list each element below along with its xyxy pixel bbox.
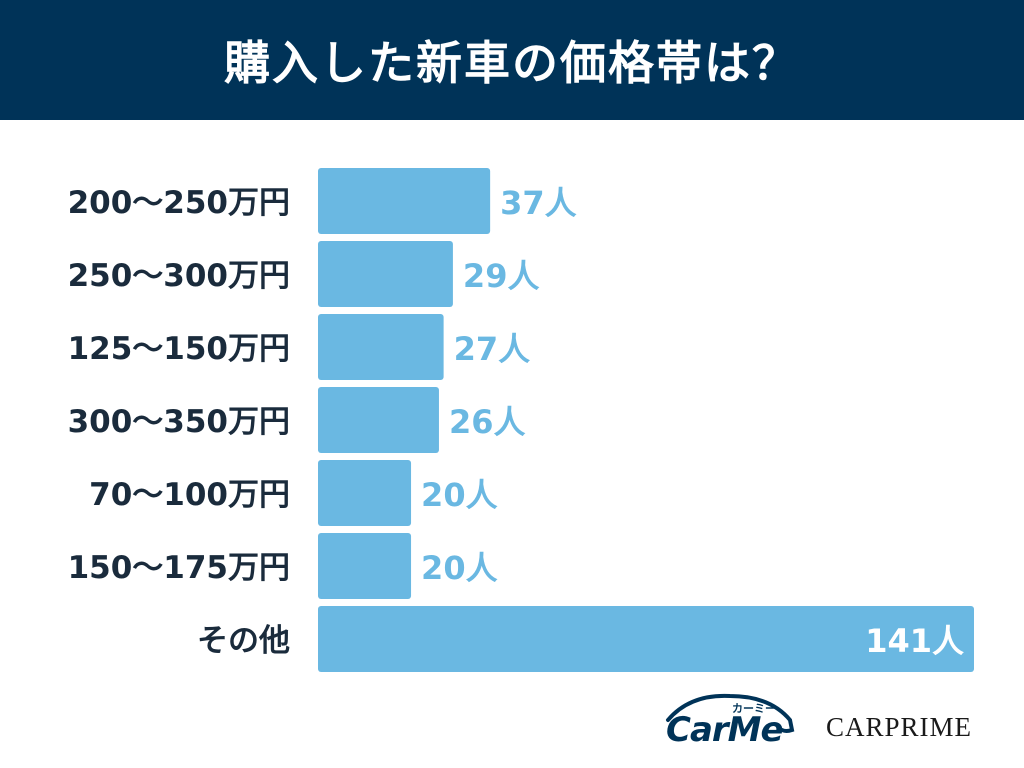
- value-label: 29人: [463, 257, 540, 295]
- carprime-wordmark: CARPRIME: [826, 712, 973, 742]
- bar: [318, 168, 491, 234]
- value-label: 26人: [449, 403, 526, 441]
- bar: [318, 241, 453, 307]
- bar: [318, 460, 412, 526]
- category-label: 300～350万円: [68, 404, 290, 440]
- carme-car-icon: [666, 693, 795, 733]
- category-label: 200～250万円: [68, 185, 290, 221]
- category-label: その他: [197, 623, 290, 659]
- bar: [318, 314, 444, 380]
- category-label: 250～300万円: [68, 258, 290, 294]
- value-label: 20人: [421, 549, 498, 587]
- value-label: 141人: [865, 622, 964, 660]
- value-label: 20人: [421, 476, 498, 514]
- title-bar: 購入した新車の価格帯は？: [0, 0, 1024, 120]
- chart-title: 購入した新車の価格帯は？: [224, 36, 800, 90]
- logos: カーミー CarMe CARPRIME: [660, 690, 1024, 760]
- value-label: 27人: [454, 330, 531, 368]
- carme-wordmark: CarMe: [666, 710, 784, 750]
- bar: [318, 387, 439, 453]
- category-label: 125～150万円: [68, 331, 290, 367]
- carme-kana: カーミー: [732, 702, 776, 715]
- category-label: 70～100万円: [89, 477, 290, 513]
- category-label: 150～175万円: [68, 550, 290, 586]
- bar: [318, 533, 412, 599]
- bar: [318, 606, 974, 672]
- carme-logo: カーミー CarMe: [660, 690, 800, 754]
- value-label: 37人: [500, 184, 577, 222]
